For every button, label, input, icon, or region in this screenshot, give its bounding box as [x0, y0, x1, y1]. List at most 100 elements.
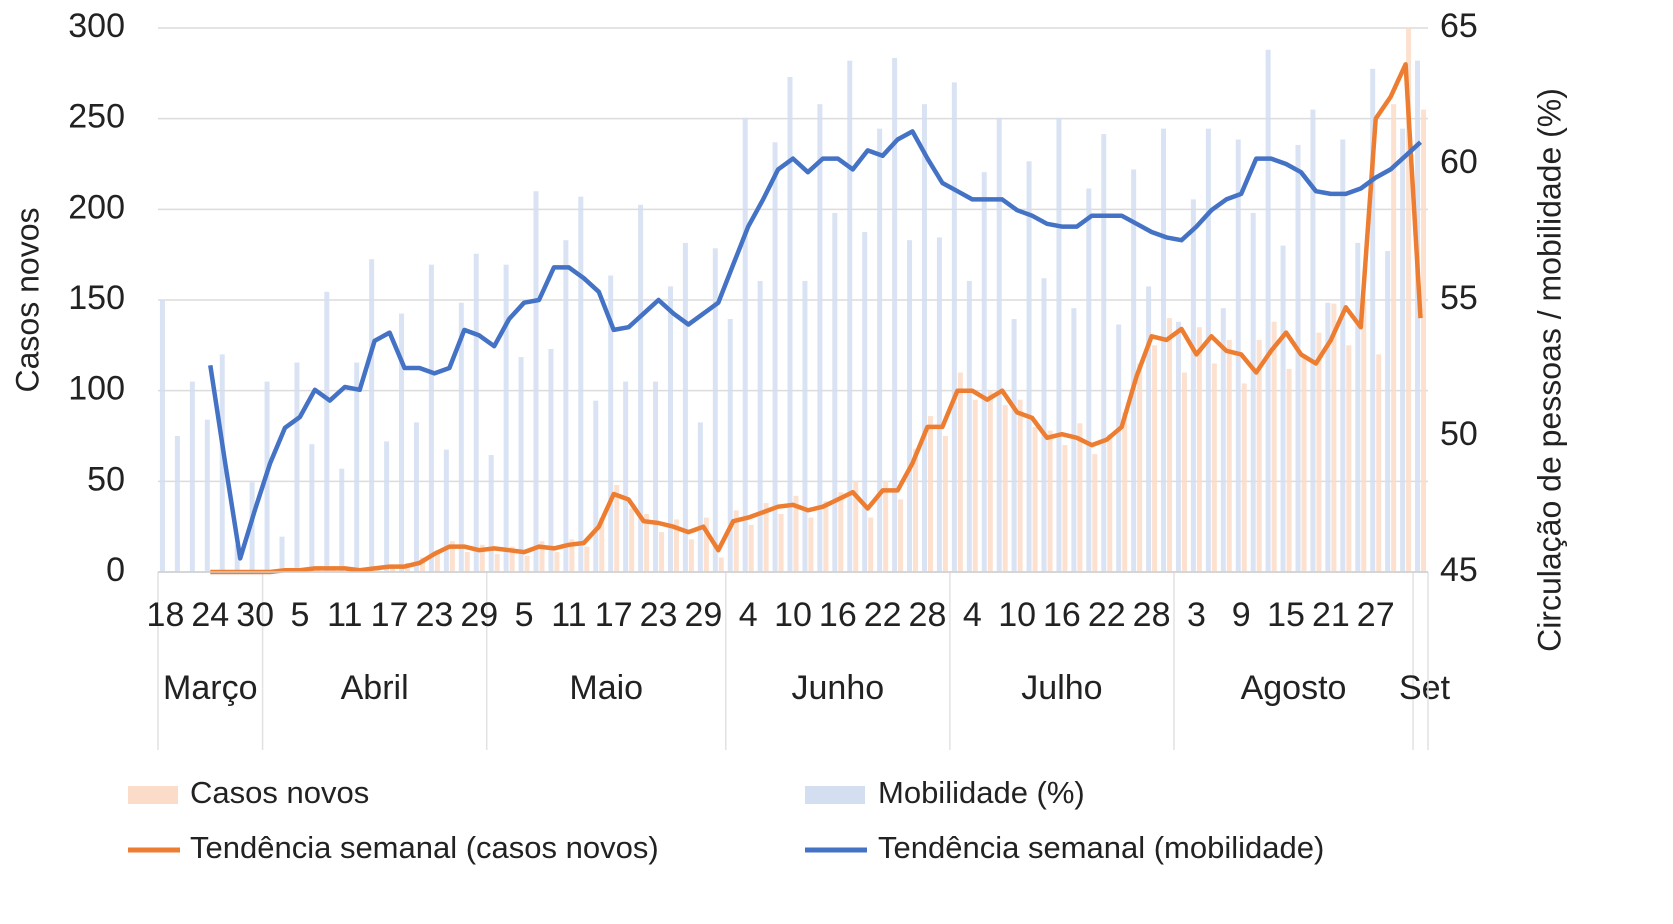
x-tick-label: 5: [290, 596, 309, 634]
bar: [673, 519, 679, 572]
bar: [802, 280, 808, 572]
bar: [524, 555, 530, 572]
bar: [174, 436, 180, 572]
bar: [927, 416, 933, 572]
bar: [1316, 332, 1322, 572]
bar: [324, 291, 330, 572]
bar: [413, 422, 419, 572]
legend-swatch: [805, 786, 865, 804]
x-tick-label: 18: [147, 596, 185, 634]
bar: [1077, 423, 1083, 572]
x-tick-label: 17: [595, 596, 633, 634]
bar: [518, 357, 524, 572]
bar: [1280, 245, 1286, 572]
bar: [1122, 412, 1128, 572]
y2-tick-label: 65: [1440, 7, 1478, 45]
bar: [1011, 319, 1017, 572]
x-tick-label: 21: [1312, 596, 1350, 634]
bar: [1107, 434, 1113, 572]
x-tick-label: 3: [1187, 596, 1206, 634]
bar: [1137, 363, 1143, 572]
bar: [354, 362, 360, 572]
bar: [1205, 128, 1211, 572]
bar: [1295, 144, 1301, 572]
legend-label: Casos novos: [190, 775, 369, 810]
legend-swatch: [128, 786, 178, 804]
bar: [778, 513, 784, 572]
bar: [309, 444, 315, 572]
bar: [479, 544, 485, 572]
bar: [428, 264, 434, 572]
bar: [509, 546, 515, 572]
bar: [1400, 128, 1406, 572]
bar: [659, 532, 665, 572]
x-tick-label: 4: [963, 596, 982, 634]
bar: [458, 302, 464, 572]
bar: [838, 492, 844, 572]
bar: [853, 481, 859, 572]
x-tick-label: 11: [551, 596, 586, 634]
bar: [1211, 363, 1217, 572]
x-tick-label: 16: [1043, 596, 1081, 634]
bar: [1092, 454, 1098, 572]
bar: [1331, 303, 1337, 572]
bar: [503, 264, 509, 572]
x-tick-label: 5: [515, 596, 534, 634]
bar: [1056, 117, 1062, 572]
bar: [638, 204, 644, 573]
bar: [629, 508, 635, 572]
bar: [1026, 161, 1032, 572]
bar: [1032, 426, 1038, 572]
bar: [443, 449, 449, 572]
bar: [159, 300, 165, 572]
bar: [921, 104, 927, 572]
bar: [1241, 383, 1247, 572]
x-tick-label: 9: [1232, 596, 1251, 634]
bar: [1062, 445, 1068, 572]
bar: [599, 517, 605, 572]
bar: [584, 546, 590, 572]
bar: [1101, 134, 1107, 572]
bar: [987, 390, 993, 572]
x-tick-label: 28: [909, 596, 947, 634]
bar: [488, 455, 494, 572]
bar: [294, 362, 300, 572]
bar: [1146, 286, 1152, 572]
x-group-label: Set: [1399, 669, 1451, 707]
bar: [369, 259, 375, 572]
bar: [1265, 49, 1271, 572]
bar: [249, 482, 255, 572]
bar: [1041, 278, 1047, 572]
bar: [219, 354, 225, 572]
bar: [1256, 339, 1262, 572]
y-tick-label: 50: [87, 460, 125, 498]
x-tick-label: 28: [1133, 596, 1171, 634]
bar: [614, 484, 620, 572]
bar: [569, 539, 575, 572]
bar: [1175, 321, 1181, 572]
bar: [1181, 372, 1187, 572]
bar: [1376, 354, 1382, 572]
bar: [883, 481, 889, 572]
bar: [1361, 300, 1367, 572]
trend-line: [210, 62, 1423, 575]
bar: [832, 212, 838, 572]
bar: [1385, 251, 1391, 573]
bar: [384, 441, 390, 572]
bar: [653, 381, 659, 572]
bar: [189, 381, 195, 572]
bar: [339, 468, 345, 572]
x-tick-label: 27: [1357, 596, 1395, 634]
bar: [748, 524, 754, 572]
x-group-label: Março: [163, 669, 257, 707]
x-group-label: Abril: [341, 669, 409, 707]
bar: [1167, 318, 1173, 572]
bar: [936, 237, 942, 572]
bar: [966, 280, 972, 572]
x-tick-label: 22: [1088, 596, 1126, 634]
bar: [644, 513, 650, 572]
x-tick-label: 17: [371, 596, 409, 634]
bar: [1190, 199, 1196, 573]
bar: [951, 82, 957, 573]
